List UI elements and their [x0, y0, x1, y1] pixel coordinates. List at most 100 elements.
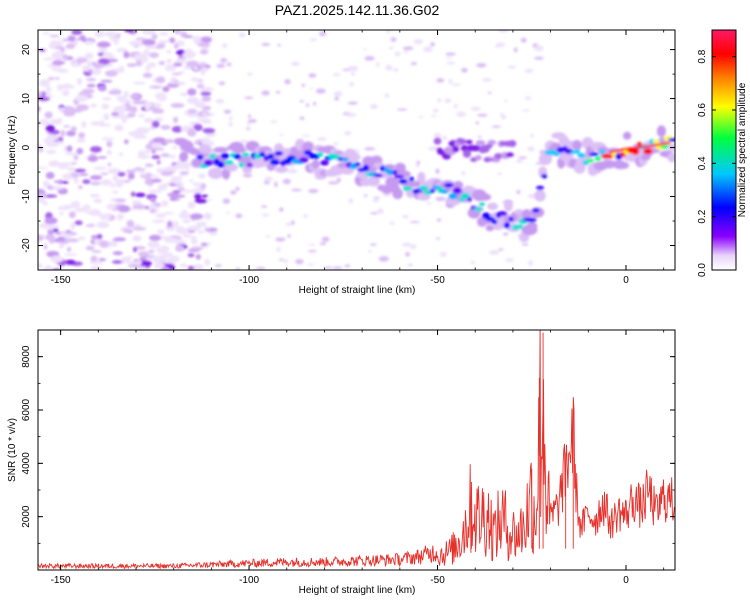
noise-blob	[123, 51, 130, 59]
ridge-core	[577, 153, 586, 158]
noise-blob	[116, 47, 128, 53]
noise-blob	[79, 35, 86, 42]
noise-blob	[78, 132, 86, 139]
noise-blob	[71, 30, 83, 35]
noise-blob	[415, 163, 420, 168]
noise-blob	[66, 130, 76, 137]
x-tick-label: -100	[239, 275, 259, 286]
noise-blob	[90, 255, 98, 263]
ridge-blobs	[174, 125, 675, 243]
ridge-halo	[526, 221, 538, 231]
ridge-core	[608, 154, 614, 159]
ridge-halo	[368, 176, 380, 187]
noise-blob	[135, 192, 146, 198]
colorbar-label: Normalized spectral amplitude	[737, 82, 748, 217]
ridge-halo	[207, 167, 224, 179]
noise-blob	[82, 65, 90, 72]
noise-blob	[276, 246, 281, 253]
noise-blob	[435, 168, 440, 174]
noise-blob	[228, 121, 233, 127]
noise-blob	[197, 230, 206, 234]
ridge-core	[341, 157, 349, 162]
noise-blob	[139, 260, 152, 267]
noise-blob	[166, 58, 172, 64]
ridge-halo	[187, 128, 197, 137]
noise-blob	[152, 255, 162, 260]
noise-blob	[477, 113, 488, 117]
ridge-core	[631, 148, 640, 155]
ridge-core	[354, 162, 361, 167]
ridge-halo	[667, 152, 675, 163]
noise-blob	[111, 115, 125, 119]
noise-blob	[143, 149, 152, 154]
noise-blob	[440, 251, 447, 258]
noise-blob	[195, 254, 201, 260]
noise-blob	[428, 146, 439, 151]
noise-blob	[132, 204, 146, 210]
noise-blob	[308, 73, 317, 78]
noise-blob	[52, 228, 59, 232]
noise-blob	[46, 133, 60, 141]
x-tick-label: 0	[623, 275, 629, 286]
noise-blob	[157, 94, 167, 102]
noise-blob	[123, 228, 132, 234]
noise-blob	[108, 90, 122, 95]
noise-blob	[299, 116, 305, 120]
noise-blob	[81, 88, 95, 94]
noise-blob	[137, 251, 150, 257]
ridge-core	[553, 152, 561, 157]
noise-blob	[67, 35, 76, 42]
noise-blob	[172, 238, 184, 242]
noise-blob	[287, 168, 298, 174]
noise-blob	[161, 200, 169, 207]
noise-blob	[64, 259, 76, 265]
ridge-core	[402, 186, 412, 192]
ridge-core	[643, 148, 653, 155]
colorbar-tick-label: 0.8	[697, 49, 708, 63]
noise-blob	[42, 32, 51, 35]
noise-blob	[103, 113, 110, 121]
noise-blob	[291, 188, 302, 192]
noise-blob	[247, 72, 254, 76]
ridge-halo	[392, 187, 403, 200]
noise-blob	[87, 156, 99, 162]
noise-blob	[200, 91, 212, 96]
noise-blob	[334, 96, 339, 101]
noise-blob	[386, 30, 391, 34]
noise-blob	[147, 62, 157, 68]
noise-blob	[153, 263, 166, 269]
ridge-core	[233, 153, 241, 160]
noise-blob	[115, 198, 127, 203]
noise-blob	[61, 180, 69, 184]
noise-blob	[167, 84, 180, 87]
ridge-peak	[629, 147, 634, 150]
snr-frame	[37, 329, 676, 571]
noise-blob	[149, 52, 160, 58]
ridge-peak	[618, 148, 624, 152]
noise-blob	[363, 48, 367, 51]
noise-blob	[75, 94, 88, 102]
noise-blob	[190, 246, 204, 251]
noise-blob	[156, 246, 167, 254]
noise-blob	[394, 51, 401, 57]
noise-blob	[175, 227, 189, 235]
noise-blob	[132, 100, 147, 105]
noise-blob	[112, 174, 119, 182]
noise-blob	[132, 200, 142, 206]
noise-blob	[187, 88, 197, 96]
noise-blob	[51, 61, 66, 65]
ridge-core	[458, 197, 464, 203]
noise-blob	[397, 108, 408, 111]
noise-blob	[145, 257, 154, 261]
ridge-peak	[635, 146, 641, 149]
noise-blob	[164, 64, 177, 72]
noise-blob	[84, 210, 98, 214]
noise-blob	[172, 146, 178, 150]
ridge-halo	[503, 199, 513, 212]
noise-blob	[226, 62, 232, 67]
ridge-core	[320, 160, 329, 166]
y-tick-label: -10	[21, 189, 32, 204]
noise-blob	[264, 176, 274, 182]
noise-blob	[156, 159, 161, 165]
noise-blob	[364, 55, 375, 61]
